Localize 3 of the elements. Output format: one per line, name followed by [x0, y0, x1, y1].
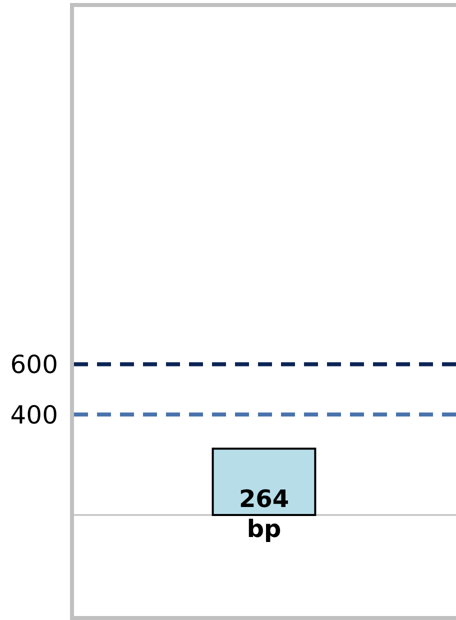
data-label: 264 bp: [238, 484, 290, 543]
y-tick-label: 400: [10, 400, 58, 430]
y-tick-label: 600: [10, 350, 58, 380]
